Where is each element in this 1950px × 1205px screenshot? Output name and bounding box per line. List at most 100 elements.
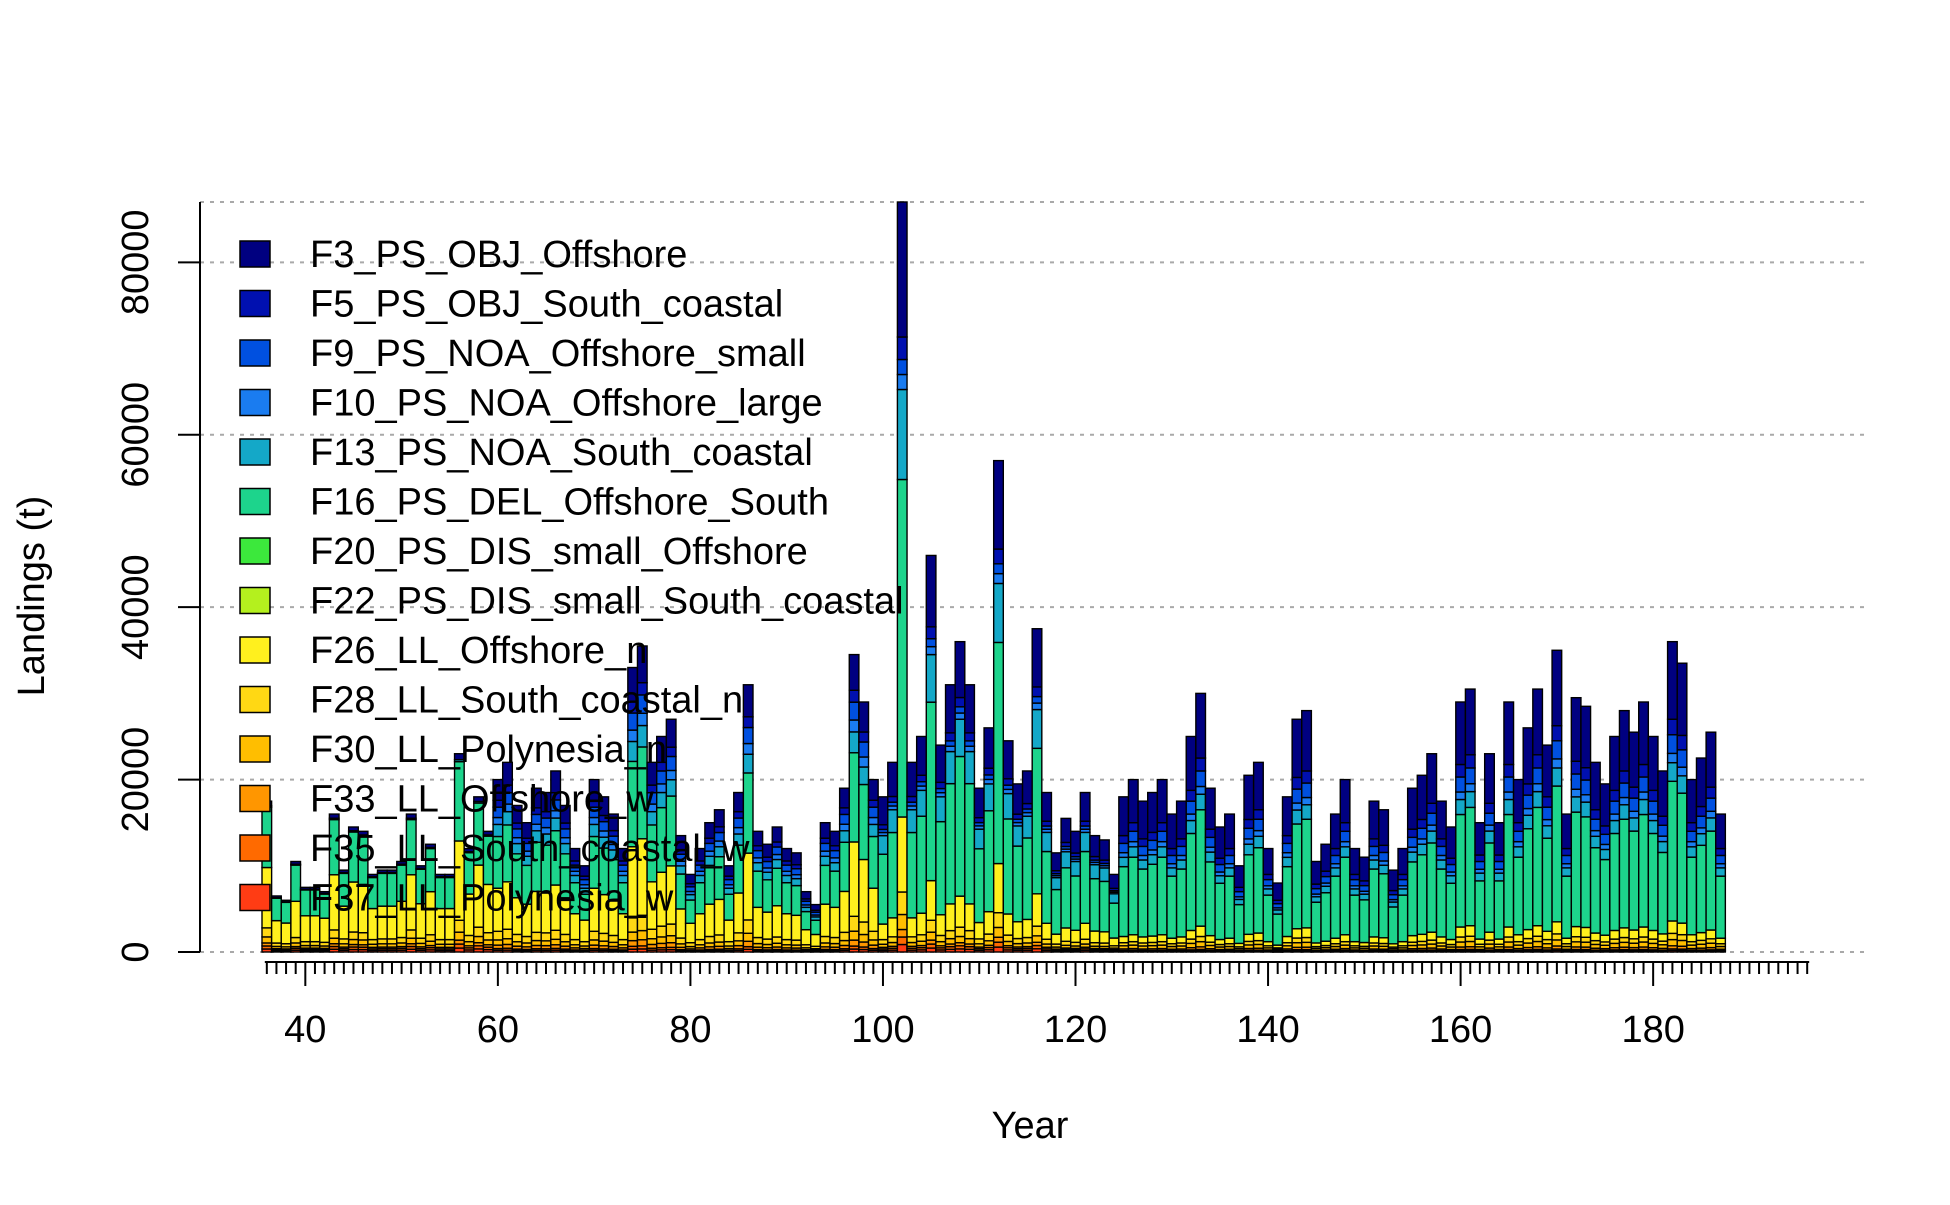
- bar-stack: [1310, 860, 1322, 953]
- bar-segment: [1551, 921, 1563, 935]
- legend: F3_PS_OBJ_Offshore F5_PS_OBJ_South_coasta…: [239, 234, 904, 920]
- bar-segment: [1435, 859, 1447, 870]
- bar-stack: [1031, 628, 1043, 953]
- bar-segment: [1098, 931, 1110, 944]
- bar-segment: [627, 931, 639, 942]
- bar-segment: [1474, 880, 1486, 940]
- bar-segment: [790, 939, 802, 946]
- bar-segment: [1089, 834, 1101, 858]
- bar-segment: [1147, 935, 1159, 944]
- bar-segment: [1214, 882, 1226, 941]
- bar-stack: [1012, 783, 1024, 953]
- bar-segment: [1705, 817, 1717, 832]
- bar-stack: [704, 821, 716, 953]
- bar-segment: [858, 701, 870, 733]
- bar-segment: [771, 846, 783, 856]
- bar-stack: [1339, 778, 1351, 953]
- bar-segment: [1166, 937, 1178, 945]
- bar-stack: [742, 684, 754, 953]
- legend-swatch: [239, 339, 271, 367]
- bar-segment: [1512, 846, 1524, 858]
- bar-segment: [386, 869, 398, 874]
- bar-segment: [1445, 826, 1457, 859]
- bar-stack: [954, 640, 966, 953]
- bar-segment: [1281, 856, 1293, 868]
- bar-segment: [761, 879, 773, 913]
- bar-segment: [954, 712, 966, 720]
- bar-segment: [992, 926, 1005, 938]
- bar-segment: [944, 937, 956, 945]
- bar-segment: [1580, 801, 1592, 818]
- bar-stack: [1464, 688, 1476, 953]
- bar-stack: [270, 895, 282, 953]
- bar-segment: [1002, 778, 1014, 786]
- bar-segment: [1175, 838, 1187, 848]
- bar-segment: [781, 847, 793, 862]
- bar-segment: [925, 626, 937, 640]
- bar-segment: [405, 813, 417, 819]
- bar-segment: [1474, 872, 1486, 882]
- bar-segment: [1426, 812, 1438, 826]
- bar-segment: [309, 915, 321, 943]
- bar-segment: [1426, 824, 1438, 832]
- bar-segment: [829, 857, 841, 864]
- bar-segment: [1185, 735, 1197, 792]
- bar-segment: [1224, 847, 1236, 857]
- bar-segment: [1224, 937, 1236, 945]
- bar-segment: [1493, 854, 1505, 863]
- bar-segment: [1031, 686, 1043, 698]
- bar-segment: [598, 796, 610, 817]
- legend-item: F13_PS_NOA_South_coastal: [239, 432, 813, 474]
- bar-segment: [964, 782, 976, 905]
- bar-stack: [1445, 826, 1457, 953]
- bar-segment: [1686, 846, 1698, 858]
- bar-segment: [1406, 836, 1418, 848]
- bar-segment: [1455, 936, 1467, 943]
- bar-segment: [848, 719, 860, 733]
- bar-segment: [1204, 851, 1216, 863]
- bar-segment: [521, 935, 533, 944]
- bar-segment: [434, 873, 446, 878]
- bar-segment: [1532, 925, 1544, 937]
- bar-segment: [1426, 802, 1438, 814]
- bar-segment: [1224, 867, 1236, 877]
- bar-segment: [1002, 792, 1014, 820]
- bar-segment: [280, 901, 292, 924]
- bar-stack: [1050, 852, 1062, 953]
- bar-segment: [781, 864, 793, 873]
- bar-segment: [684, 899, 696, 924]
- bar-segment: [877, 923, 889, 941]
- legend-label: F9_PS_NOA_Offshore_small: [310, 333, 806, 375]
- bar-segment: [752, 906, 764, 939]
- bar-segment: [1002, 913, 1014, 936]
- bar-segment: [1570, 760, 1582, 775]
- bar-stack: [1002, 740, 1014, 953]
- bar-segment: [588, 939, 600, 946]
- bar-segment: [896, 388, 908, 481]
- bar-segment: [954, 706, 966, 714]
- bar-segment: [1618, 936, 1630, 944]
- bar-segment: [848, 841, 860, 918]
- bar-stack: [1560, 813, 1573, 953]
- bar-segment: [935, 934, 947, 943]
- bar-segment: [752, 936, 764, 945]
- bar-segment: [983, 783, 995, 812]
- bar-segment: [617, 938, 629, 946]
- bar-segment: [1599, 848, 1611, 861]
- bar-segment: [1464, 767, 1476, 785]
- bar-segment: [1387, 901, 1399, 908]
- bar-segment: [877, 834, 889, 855]
- bar-segment: [964, 937, 976, 945]
- bar-segment: [1455, 763, 1467, 778]
- bar-segment: [1310, 896, 1322, 903]
- bar-segment: [944, 740, 956, 747]
- bar-stack: [1320, 843, 1332, 953]
- bar-segment: [1551, 939, 1563, 947]
- bar-segment: [1464, 940, 1476, 948]
- bar-segment: [1464, 790, 1476, 809]
- bar-segment: [299, 915, 311, 943]
- bar-segment: [1503, 941, 1515, 948]
- bar-stack: [1493, 821, 1505, 953]
- bar-segment: [896, 201, 908, 338]
